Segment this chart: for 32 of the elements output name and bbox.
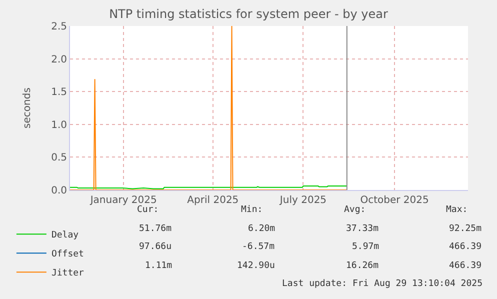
x-tick-label: October 2025 xyxy=(360,195,429,206)
y-tick-label: 0.5 xyxy=(51,152,67,164)
x-tick-label: January 2025 xyxy=(89,195,157,206)
chart-title: NTP timing statistics for system peer - by year xyxy=(109,7,388,22)
y-tick-label: 0.0 xyxy=(51,186,67,196)
text: 466.39 xyxy=(449,242,482,252)
y-tick-label: 1.5 xyxy=(51,87,67,98)
x-tick-label: April 2025 xyxy=(187,195,239,206)
text: 466.39 xyxy=(449,261,482,271)
text: Last update: Fri Aug 29 13:10:04 2025 xyxy=(282,279,482,289)
x-tick-label: July 2025 xyxy=(278,195,327,206)
text: 92.25m xyxy=(449,224,482,234)
legend-label: Delay xyxy=(51,230,80,241)
legend-label: Offset xyxy=(51,250,84,260)
text: 1.11m xyxy=(145,261,172,271)
text: Cur: xyxy=(137,205,159,215)
text: Avg: xyxy=(344,205,366,215)
y-tick-label: 1.0 xyxy=(51,120,67,131)
text: 16.26m xyxy=(346,261,379,271)
text: Min: xyxy=(241,205,263,215)
text: -6.57m xyxy=(242,242,275,252)
y-tick-label: 2.0 xyxy=(51,54,67,66)
legend-label: Jitter xyxy=(51,268,85,279)
text: 5.97m xyxy=(352,242,380,252)
text: 97.66u xyxy=(139,242,172,252)
text: 6.20m xyxy=(248,224,276,234)
text: Max: xyxy=(446,205,468,215)
y-axis-title: seconds xyxy=(22,88,34,128)
text: 37.33m xyxy=(346,224,379,234)
text: 51.76m xyxy=(139,224,172,234)
text: 142.90u xyxy=(237,261,275,271)
y-tick-label: 2.5 xyxy=(51,22,67,32)
